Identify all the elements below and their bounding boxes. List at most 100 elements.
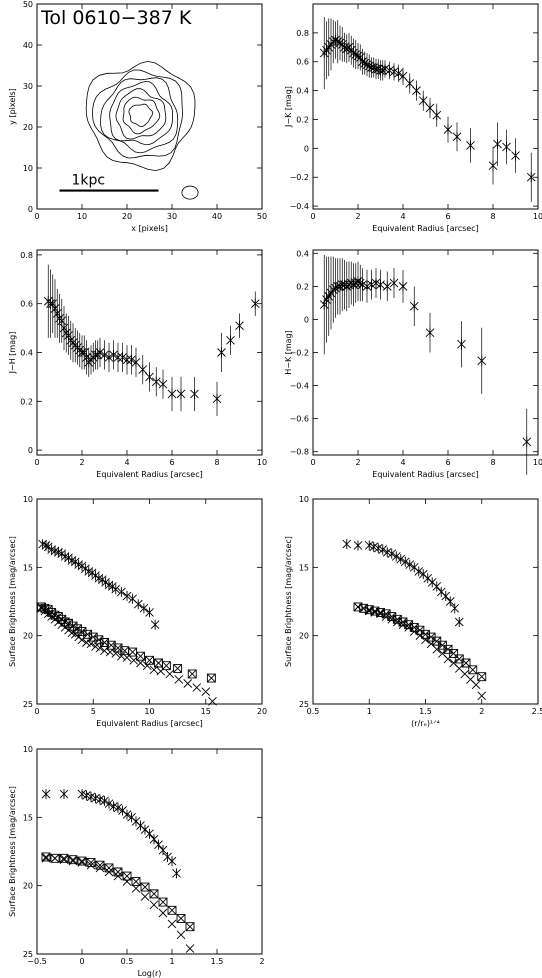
data-point	[73, 624, 82, 634]
data-point	[122, 871, 132, 881]
data-point	[450, 603, 460, 614]
data-point	[111, 649, 121, 658]
data-point	[68, 855, 78, 865]
y-axis-label: Surface Brightness [mag/arcsec]	[284, 536, 293, 667]
data-point	[405, 559, 415, 570]
data-point	[466, 140, 475, 151]
data-point	[212, 393, 222, 404]
plot-frame	[36, 3, 263, 210]
data-point	[414, 566, 424, 577]
x-tick-label: 5	[91, 707, 96, 716]
data-point	[391, 551, 401, 562]
panel-p3: 0 2 4 6 8 10 0 0.2 0.4 0.6 0.8 Equivalent Radius [a…	[8, 249, 267, 479]
data-point	[201, 687, 211, 697]
x-tick-label: 6	[445, 458, 450, 467]
contour-line	[115, 88, 167, 140]
y-tick-label: 0.2	[296, 282, 309, 291]
data-point	[52, 308, 62, 319]
data-point	[138, 364, 148, 375]
data-point	[319, 299, 329, 310]
data-point	[158, 897, 168, 907]
data-point	[477, 672, 487, 682]
contour-line	[109, 81, 174, 146]
data-point	[104, 798, 114, 809]
data-point	[122, 591, 132, 602]
data-point	[167, 919, 177, 929]
data-point	[376, 279, 385, 290]
x-tick-label: 8	[490, 212, 495, 221]
data-point	[95, 347, 105, 358]
y-tick-label: 30	[23, 82, 33, 91]
x-axis-label: Equivalent Radius [arcsec]	[96, 719, 202, 728]
data-point	[59, 789, 69, 800]
y-tick-label: 20	[23, 632, 33, 641]
data-point	[432, 110, 442, 121]
data-point	[432, 645, 442, 654]
y-tick-label: −0.2	[290, 349, 309, 358]
data-point	[432, 636, 442, 646]
data-point	[136, 651, 145, 661]
x-tick-label: 0	[34, 212, 39, 221]
data-point	[353, 540, 363, 551]
data-point	[426, 632, 436, 642]
x-tick-label: 6	[445, 212, 450, 221]
data-point	[163, 851, 172, 862]
y-tick-label: 25	[299, 700, 309, 709]
data-point	[165, 669, 175, 679]
x-tick-label: 10	[533, 458, 542, 467]
data-point	[100, 349, 109, 360]
data-point	[471, 680, 481, 690]
data-point	[452, 131, 462, 142]
x-tick-label: 1.5	[419, 707, 432, 716]
data-point	[382, 281, 392, 292]
plot-frame	[312, 3, 539, 210]
x-tick-label: 2	[479, 707, 484, 716]
data-point	[101, 577, 110, 588]
y-axis-label: J−K [mag]	[284, 86, 293, 128]
contour-line	[92, 69, 183, 159]
data-point	[405, 78, 415, 89]
data-point	[43, 541, 53, 552]
y-tick-label: 15	[23, 813, 33, 822]
data-point	[97, 574, 107, 585]
y-tick-label: 10	[23, 164, 33, 173]
plot-frame	[312, 498, 539, 705]
data-point	[176, 930, 186, 940]
x-tick-label: 0	[79, 957, 84, 966]
plot-frame	[36, 498, 263, 705]
data-point	[468, 665, 478, 675]
data-point	[167, 905, 177, 915]
data-point	[183, 679, 193, 688]
data-point	[140, 892, 150, 901]
data-point	[418, 95, 428, 106]
y-tick-label: 40	[23, 41, 33, 50]
data-point	[457, 339, 466, 350]
data-point	[206, 673, 216, 683]
data-point	[118, 805, 127, 816]
contour-blob	[181, 185, 199, 200]
data-point	[59, 323, 69, 334]
data-point	[122, 354, 132, 365]
plot-frame	[36, 748, 263, 955]
x-tick-label: 0	[34, 458, 39, 467]
contour-line	[122, 96, 161, 135]
panel-p5: 0 5 10 15 20 10 15 20 25 Equivalent Radius [arcse…	[8, 495, 267, 728]
data-point	[526, 172, 536, 183]
data-point	[113, 867, 123, 877]
x-tick-label: 50	[257, 212, 267, 221]
data-point	[139, 603, 149, 614]
y-tick-label: 10	[23, 495, 33, 504]
data-point	[432, 581, 442, 592]
data-point	[174, 675, 184, 684]
y-tick-label: 25	[23, 950, 33, 959]
x-tick-label: 0.5	[307, 707, 320, 716]
x-tick-label: 8	[214, 458, 219, 467]
data-point	[57, 548, 67, 559]
y-tick-label: 15	[23, 563, 33, 572]
data-point	[149, 834, 159, 845]
data-point	[64, 552, 73, 563]
data-point	[192, 683, 202, 692]
x-tick-label: 20	[257, 707, 267, 716]
data-point	[81, 563, 90, 574]
data-point	[74, 632, 83, 642]
